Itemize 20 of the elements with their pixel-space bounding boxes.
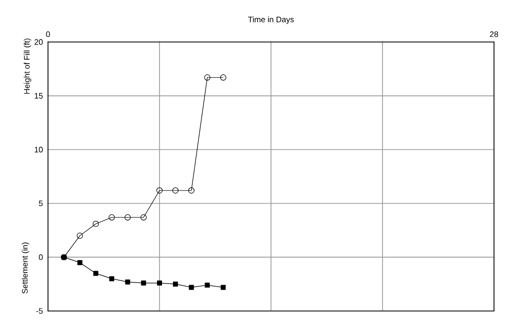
point: [204, 74, 210, 81]
point: [124, 214, 131, 220]
point: [204, 282, 210, 288]
point: [125, 279, 130, 284]
point: [188, 187, 194, 194]
point: [220, 74, 226, 81]
point: [76, 232, 83, 239]
point: [172, 282, 178, 287]
point: [140, 214, 147, 220]
point: [108, 214, 115, 220]
point: [172, 187, 179, 194]
point: [157, 280, 162, 286]
point: [109, 276, 114, 282]
point: [188, 284, 194, 290]
point: [141, 280, 146, 286]
point: [77, 260, 82, 266]
point: [93, 270, 98, 276]
point: [156, 187, 163, 194]
point: [92, 220, 99, 227]
point: [220, 284, 226, 290]
